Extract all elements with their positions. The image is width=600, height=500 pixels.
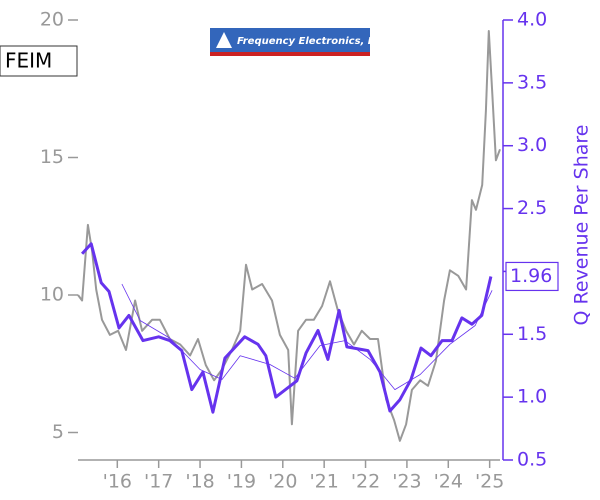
x-tick-label: '18	[185, 471, 214, 493]
y2-tick-label: 2.5	[517, 197, 547, 219]
y2-tick-label: 1.5	[517, 323, 547, 345]
x-tick-label: '22	[351, 471, 380, 493]
x-tick-label: '23	[392, 471, 421, 493]
y2-tick-label: 4.0	[517, 9, 547, 31]
y2-tick-label: 1.0	[517, 386, 547, 408]
x-tick-label: '20	[268, 471, 297, 493]
x-tick-label: '16	[103, 471, 132, 493]
last-value-label: 1.96	[510, 265, 552, 287]
last-value-box	[505, 261, 559, 292]
logo-box	[210, 28, 370, 56]
y-tick-label: 5	[52, 421, 64, 443]
x-tick-label: '17	[144, 471, 173, 493]
x-tick-label: '24	[434, 471, 463, 493]
y-tick-label: 15	[40, 146, 64, 168]
y2-tick-label: 0.5	[517, 449, 547, 471]
y-tick-label: 20	[40, 9, 64, 31]
y2-axis-label: Q Revenue Per Share	[571, 125, 593, 326]
series-line	[80, 242, 493, 414]
x-tick-label: '25	[475, 471, 504, 493]
x-tick-label: '19	[227, 471, 256, 493]
series-line	[77, 30, 501, 442]
logo-text: Frequency Electronics, Inc.	[237, 36, 388, 47]
ticker-box	[0, 45, 78, 77]
logo-stripe	[210, 52, 370, 56]
logo-icon	[216, 32, 232, 48]
y2-tick-label: 3.0	[517, 134, 547, 156]
ticker: FEIM	[5, 49, 52, 73]
series-line	[121, 283, 493, 390]
y-tick-label: 10	[40, 284, 64, 306]
y2-tick-label: 3.5	[517, 71, 547, 93]
x-tick-label: '21	[309, 471, 338, 493]
